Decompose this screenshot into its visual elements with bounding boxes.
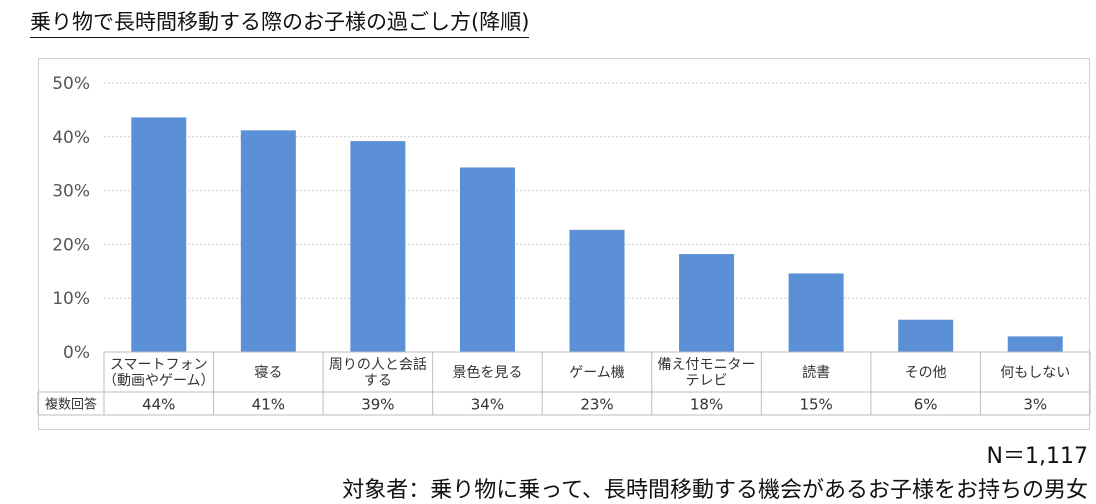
- x-category-label: ゲーム機: [569, 365, 625, 381]
- x-category-label: （動画やゲーム）: [103, 373, 215, 389]
- y-tick-label: 50%: [52, 74, 90, 94]
- x-category-label: 周りの人と会話: [329, 356, 427, 373]
- bar: [788, 273, 844, 352]
- page-title: 乗り物で長時間移動する際のお子様の過ごし方(降順): [30, 6, 530, 38]
- x-category-label: その他: [905, 365, 947, 381]
- x-category-label: 寝る: [254, 364, 282, 381]
- data-value-label: 34%: [471, 396, 504, 414]
- y-tick-label: 30%: [52, 182, 90, 202]
- x-category-label: する: [364, 373, 392, 389]
- x-category-label: 何もしない: [1000, 365, 1070, 381]
- sample-size-label: N＝1,117: [986, 444, 1088, 469]
- x-category-label: 景色を見る: [452, 364, 522, 381]
- x-category-label: スマートフォン: [110, 357, 208, 373]
- table-row-label: 複数回答: [45, 397, 97, 413]
- y-tick-label: 20%: [52, 235, 90, 255]
- bar: [679, 254, 735, 352]
- bar: [898, 319, 954, 352]
- bar-chart: 0% 10% 20% 30% 40% 50% スマートフォン（動画やゲーム） 寝る 周りの人と会…: [37, 74, 1091, 416]
- bar: [131, 117, 187, 352]
- y-tick-label: 40%: [52, 128, 90, 148]
- y-tick-label: 10%: [52, 289, 90, 309]
- data-value-label: 18%: [690, 396, 723, 414]
- data-value-label: 44%: [142, 396, 175, 414]
- data-value-label: 3%: [1023, 396, 1047, 414]
- x-category-label: 備え付モニター: [658, 357, 756, 373]
- bar: [350, 141, 406, 352]
- bar: [459, 167, 515, 352]
- y-tick-label: 0%: [63, 343, 90, 363]
- data-value-label: 39%: [361, 396, 394, 414]
- x-category-label: テレビ: [686, 373, 728, 389]
- data-value-label: 6%: [914, 396, 938, 414]
- data-value-label: 15%: [799, 396, 832, 414]
- target-audience-note: 対象者：乗り物に乗って、長時間移動する機会があるお子様をお持ちの男女: [342, 478, 1088, 503]
- data-value-label: 23%: [580, 396, 613, 414]
- data-value-label: 41%: [252, 396, 285, 414]
- bar: [240, 130, 296, 352]
- x-category-label: 読書: [802, 364, 830, 381]
- bar: [569, 229, 625, 352]
- bar: [1007, 336, 1063, 352]
